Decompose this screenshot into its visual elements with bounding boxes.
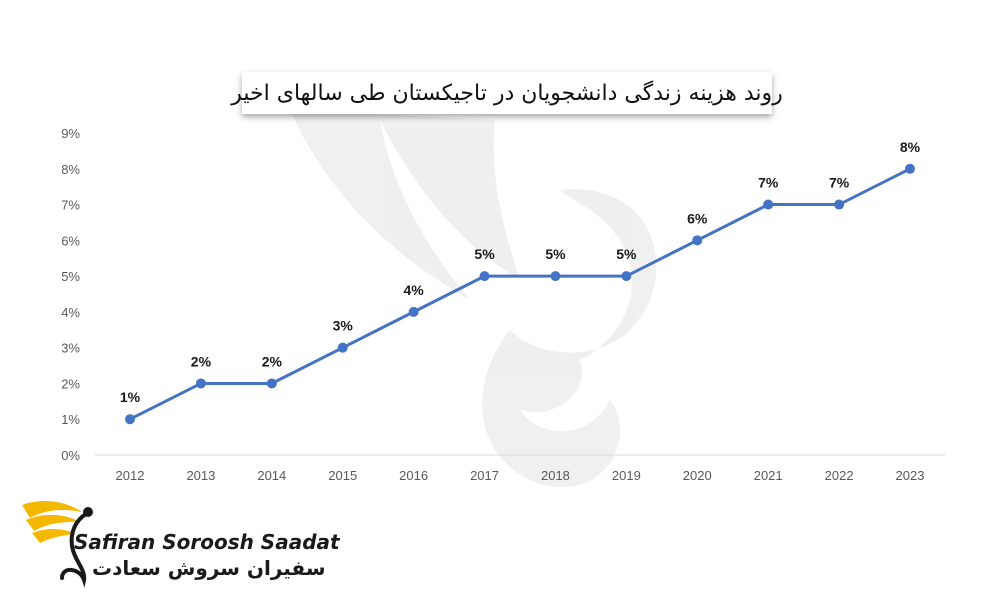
data-label: 2% — [262, 353, 283, 369]
x-tick-label: 2022 — [825, 468, 854, 483]
x-tick-label: 2013 — [186, 468, 215, 483]
data-point — [195, 378, 206, 389]
data-point — [692, 235, 703, 246]
logo-brand-english: Safiran Soroosh Saadat — [74, 530, 340, 554]
x-tick-label: 2018 — [541, 468, 570, 483]
y-tick-label: 2% — [61, 376, 80, 391]
data-point — [479, 271, 490, 282]
y-tick-label: 5% — [61, 269, 80, 284]
data-label: 2% — [191, 353, 212, 369]
y-tick-label: 0% — [61, 448, 80, 463]
data-point — [125, 414, 135, 425]
data-label: 5% — [616, 246, 637, 262]
y-tick-label: 4% — [61, 305, 80, 320]
data-point — [337, 342, 348, 353]
data-point — [763, 199, 774, 210]
data-point — [266, 378, 277, 389]
chart-title: روند هزینه زندگی دانشجویان در تاجیکستان … — [231, 80, 783, 106]
y-tick-label: 3% — [61, 341, 80, 356]
data-label: 1% — [120, 389, 141, 405]
data-label: 6% — [687, 210, 708, 226]
logo-bird-icon — [22, 500, 93, 588]
x-tick-label: 2020 — [683, 468, 712, 483]
data-label: 3% — [333, 318, 354, 334]
x-tick-label: 2017 — [470, 468, 499, 483]
data-label: 5% — [474, 246, 495, 262]
x-tick-label: 2012 — [116, 468, 145, 483]
data-point — [550, 271, 561, 282]
x-tick-label: 2021 — [754, 468, 783, 483]
chart-title-box: روند هزینه زندگی دانشجویان در تاجیکستان … — [231, 72, 783, 114]
y-tick-label: 9% — [61, 126, 80, 141]
data-point — [834, 199, 845, 210]
x-tick-label: 2014 — [257, 468, 286, 483]
x-tick-label: 2023 — [896, 468, 925, 483]
data-label: 4% — [404, 282, 425, 298]
data-point — [905, 163, 915, 174]
series-line — [129, 167, 911, 421]
y-tick-label: 6% — [61, 233, 80, 248]
x-tick-label: 2019 — [612, 468, 641, 483]
data-label: 7% — [758, 175, 779, 191]
x-tick-label: 2016 — [399, 468, 428, 483]
data-label: 7% — [829, 175, 850, 191]
data-label: 5% — [545, 246, 566, 262]
data-point — [621, 271, 632, 282]
y-tick-label: 8% — [61, 162, 80, 177]
logo-brand-persian: سفیران سروش سعادت — [92, 556, 326, 580]
y-tick-label: 7% — [61, 198, 80, 213]
watermark-bird-icon — [290, 110, 657, 488]
data-point — [408, 306, 419, 317]
x-tick-label: 2015 — [328, 468, 357, 483]
y-tick-label: 1% — [61, 412, 80, 427]
data-label: 8% — [900, 139, 921, 155]
